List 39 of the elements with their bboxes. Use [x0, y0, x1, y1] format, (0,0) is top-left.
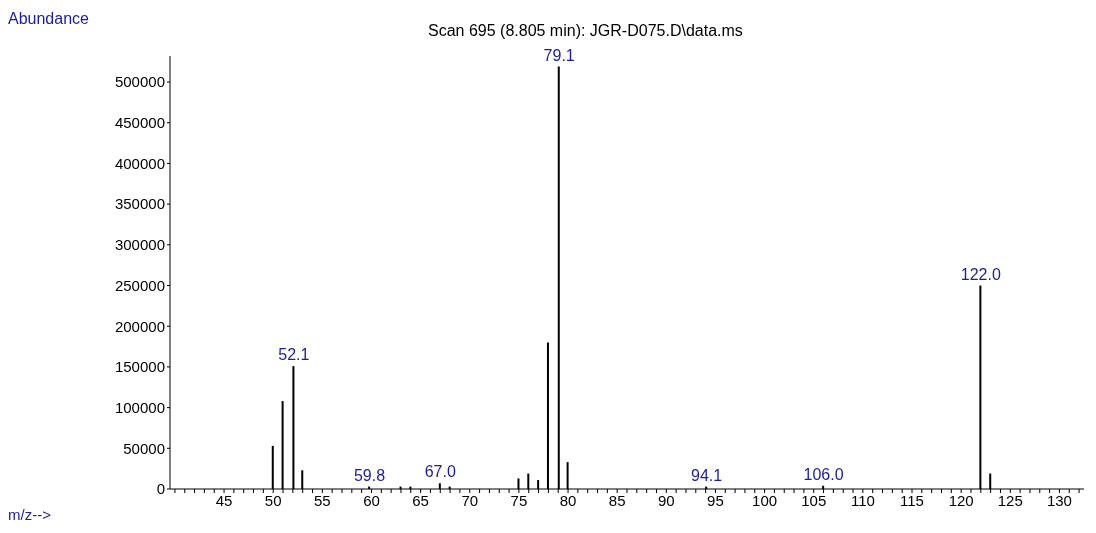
y-tick-label: 150000: [114, 358, 165, 376]
x-tick-label: 115: [900, 491, 924, 509]
y-tick-label: 50000: [123, 439, 165, 457]
x-axis-title: m/z-->: [8, 506, 51, 523]
x-tick-label: 90: [657, 491, 675, 509]
y-tick-label: 500000: [114, 73, 165, 91]
annotation: 67.0: [424, 463, 456, 481]
x-tick-label: 70: [461, 491, 479, 509]
annotation: 52.1: [278, 346, 310, 364]
y-tick-label: 0: [156, 480, 165, 498]
y-tick-label: 300000: [114, 236, 165, 254]
annotation: 79.1: [543, 46, 575, 64]
y-tick-label: 250000: [114, 276, 165, 294]
annotation: 122.0: [960, 265, 1001, 283]
x-tick-label: 125: [997, 491, 1023, 509]
x-tick-label: 100: [752, 491, 778, 509]
x-tick-label: 65: [412, 491, 429, 509]
y-tick-label: 200000: [114, 317, 165, 335]
y-tick-label: 400000: [114, 154, 165, 172]
x-tick-label: 75: [510, 491, 528, 509]
x-tick-label: 45: [215, 491, 233, 509]
y-tick-label: 450000: [114, 114, 165, 132]
chart-title: Scan 695 (8.805 min): JGR-D075.D\data.ms: [428, 22, 743, 40]
x-tick-label: 50: [264, 491, 282, 509]
y-tick-label: 350000: [114, 195, 165, 213]
annotation: 106.0: [803, 465, 844, 483]
x-tick-label: 80: [559, 491, 577, 509]
x-tick-label: 55: [313, 491, 331, 509]
x-tick-label: 85: [608, 491, 626, 509]
annotation: 94.1: [691, 466, 723, 484]
x-tick-label: 110: [850, 491, 875, 509]
y-axis-title: Abundance: [8, 10, 89, 28]
x-tick-label: 95: [707, 491, 724, 509]
x-tick-label: 130: [1046, 491, 1072, 509]
x-tick-label: 120: [948, 491, 974, 509]
annotation: 59.8: [353, 466, 386, 484]
x-tick-label: 60: [363, 491, 380, 509]
x-tick-label: 105: [801, 491, 827, 509]
y-tick-label: 100000: [114, 398, 165, 416]
